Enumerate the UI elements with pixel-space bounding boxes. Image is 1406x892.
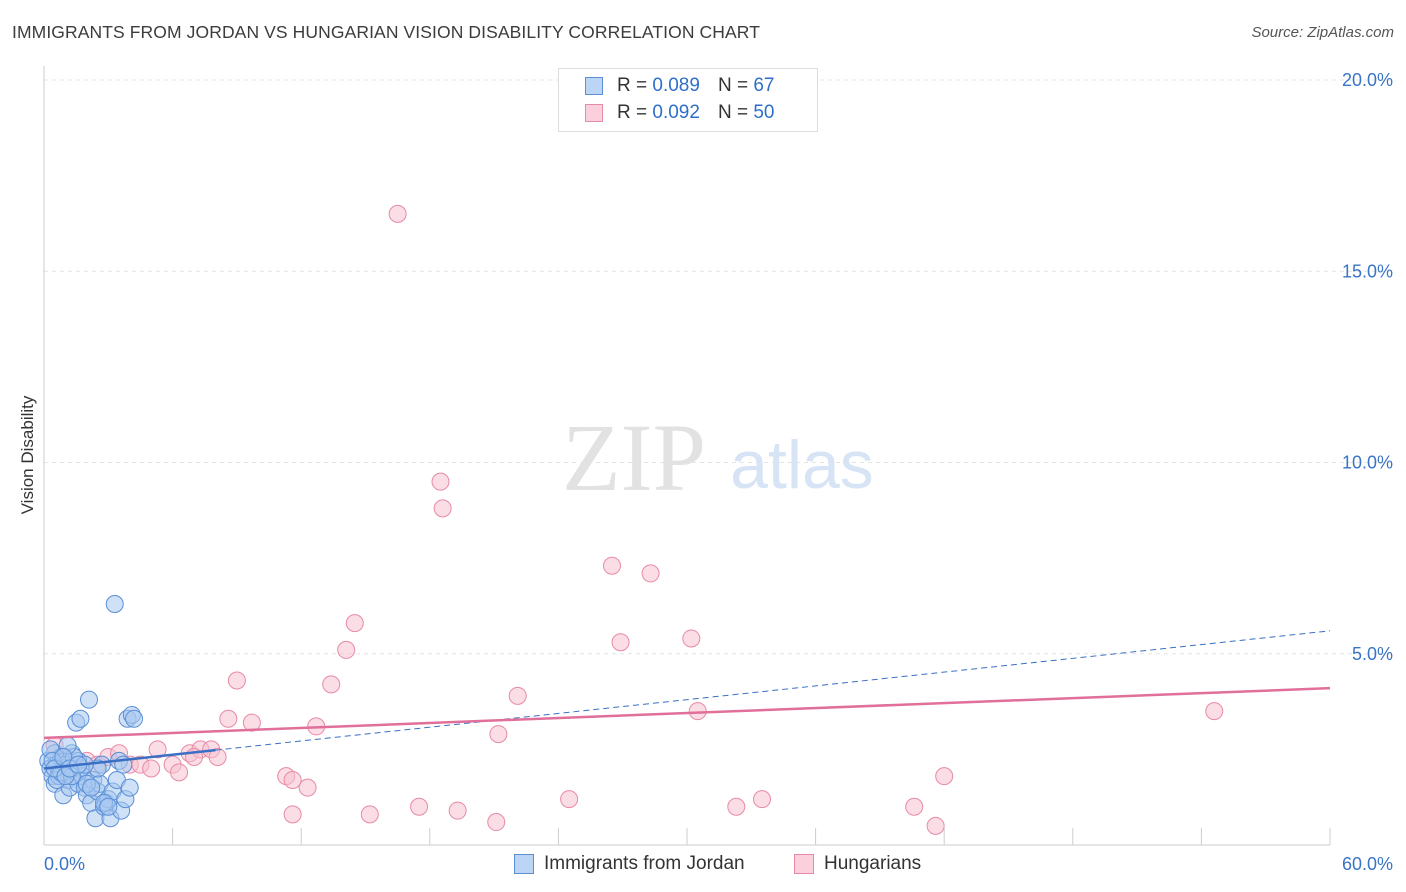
data-point-hungarians xyxy=(431,472,450,491)
data-point-jordan xyxy=(105,595,124,614)
data-point-hungarians xyxy=(148,740,167,759)
legend-r-label: R = xyxy=(617,75,648,96)
y-tick-label: 15.0% xyxy=(1342,261,1393,281)
data-point-hungarians xyxy=(753,790,772,809)
bottom-legend-jordan: Immigrants from Jordan xyxy=(514,852,745,876)
bottom-legend-swatch-blue xyxy=(514,854,534,874)
data-point-hungarians xyxy=(508,686,527,705)
data-point-hungarians xyxy=(322,675,341,694)
bottom-legend-label-hungarians: Hungarians xyxy=(824,853,922,874)
legend-n-value: 50 xyxy=(753,102,775,123)
trend-line-hungarians xyxy=(43,686,1331,740)
y-tick-label: 10.0% xyxy=(1342,453,1393,473)
data-point-hungarians xyxy=(298,778,317,797)
legend-swatch-blue xyxy=(585,77,603,95)
watermark-atlas: atlas xyxy=(730,427,874,503)
legend-r-value: 0.089 xyxy=(652,75,700,96)
trend-lines xyxy=(43,630,1331,770)
data-point-hungarians xyxy=(1205,702,1224,721)
data-point-hungarians xyxy=(727,797,746,816)
data-point-hungarians xyxy=(410,797,429,816)
data-point-hungarians xyxy=(142,759,161,778)
data-point-hungarians xyxy=(688,702,707,721)
data-point-jordan xyxy=(80,690,99,709)
data-point-hungarians xyxy=(283,770,302,789)
data-point-hungarians xyxy=(560,790,579,809)
data-point-hungarians xyxy=(337,640,356,659)
data-point-jordan xyxy=(82,778,101,797)
data-point-hungarians xyxy=(219,709,238,728)
x-tick-label: 0.0% xyxy=(44,854,85,874)
data-point-hungarians xyxy=(935,767,954,786)
axes xyxy=(43,66,1331,846)
legend-swatch-pink xyxy=(585,104,603,122)
legend-r-label: R = xyxy=(617,102,648,123)
data-point-hungarians xyxy=(433,499,452,518)
data-point-hungarians xyxy=(682,629,701,648)
data-point-jordan xyxy=(71,709,90,728)
data-point-jordan xyxy=(125,709,144,728)
data-point-hungarians xyxy=(388,204,407,223)
data-point-hungarians xyxy=(489,725,508,744)
trend-line-jordan-dashed xyxy=(215,630,1331,751)
watermark-zip: ZIP xyxy=(562,404,706,511)
chart-title: IMMIGRANTS FROM JORDAN VS HUNGARIAN VISI… xyxy=(12,22,761,42)
data-point-hungarians xyxy=(283,805,302,824)
source-label: Source: ZipAtlas.com xyxy=(1251,24,1394,41)
y-tick-label: 20.0% xyxy=(1342,70,1393,90)
legend-n-value: 67 xyxy=(753,75,775,96)
watermark: ZIP atlas xyxy=(562,404,874,511)
data-point-hungarians xyxy=(926,816,945,835)
series-jordan xyxy=(39,595,144,828)
legend: R = 0.089 N = 67 R = 0.092 N = 50 xyxy=(558,68,818,132)
data-point-hungarians xyxy=(487,813,506,832)
legend-n-label: N = xyxy=(717,102,749,123)
data-point-hungarians xyxy=(641,564,660,583)
bottom-legend-swatch-pink xyxy=(794,854,814,874)
series-hungarians xyxy=(45,204,1224,835)
data-point-hungarians xyxy=(208,748,227,767)
data-point-jordan xyxy=(120,778,139,797)
data-point-hungarians xyxy=(905,797,924,816)
bottom-legend-label-jordan: Immigrants from Jordan xyxy=(544,853,745,874)
y-tick-label: 5.0% xyxy=(1352,644,1393,664)
gridlines xyxy=(44,79,1394,655)
data-point-hungarians xyxy=(170,763,189,782)
data-point-jordan xyxy=(99,797,118,816)
data-point-hungarians xyxy=(448,801,467,820)
data-point-hungarians xyxy=(345,614,364,633)
legend-row-jordan: R = 0.089 N = 67 xyxy=(585,73,774,99)
x-tick-label: 60.0% xyxy=(1342,854,1393,874)
legend-r-value: 0.092 xyxy=(652,102,700,123)
data-point-hungarians xyxy=(227,671,246,690)
trend-line-jordan-solid xyxy=(43,748,216,770)
legend-n-label: N = xyxy=(717,75,749,96)
tick-labels: 5.0% 10.0% 15.0% 20.0% 0.0% 60.0% xyxy=(44,70,1393,874)
legend-row-hungarians: R = 0.092 N = 50 xyxy=(585,100,774,126)
data-point-hungarians xyxy=(611,633,630,652)
bottom-legend-hungarians: Hungarians xyxy=(794,852,921,876)
data-point-hungarians xyxy=(360,805,379,824)
data-point-hungarians xyxy=(602,556,621,575)
